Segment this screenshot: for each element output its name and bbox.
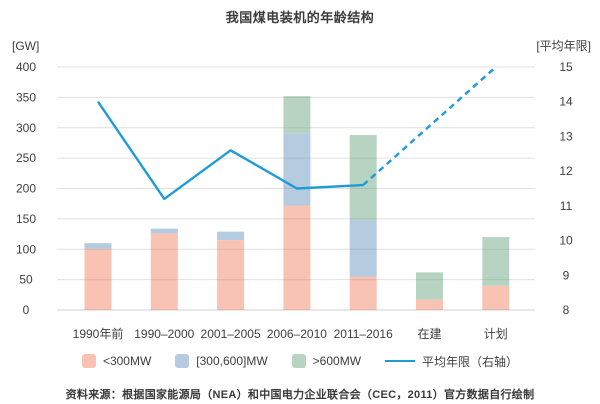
x-axis-label: 2006–2010 — [267, 327, 327, 341]
right-axis-tick-label: 15 — [559, 60, 573, 74]
right-axis-tick-label: 8 — [563, 303, 570, 317]
left-axis-tick-label: 100 — [16, 242, 36, 256]
x-axis-label: 1990年前 — [73, 326, 124, 341]
right-axis-tick-label: 9 — [563, 268, 570, 282]
right-axis-unit-label: [平均年限] — [536, 39, 591, 53]
average-age-line-dashed — [362, 66, 497, 186]
right-axis-tick-label: 13 — [559, 129, 573, 143]
chart-title: 我国煤电装机的年龄结构 — [225, 10, 375, 25]
bar-segment — [283, 205, 311, 310]
legend-item-300-600: [300,600]MW — [175, 354, 268, 368]
right-axis-tick-label: 14 — [559, 95, 573, 109]
x-axis-label: 2001–2005 — [201, 327, 261, 341]
bar-segment — [482, 285, 510, 310]
legend-swatch-gt600-icon — [291, 354, 306, 368]
legend-item-lt300: <300MW — [81, 354, 152, 368]
left-axis-tick-label: 0 — [23, 303, 30, 317]
coal-power-age-chart: 1990年前 1990–2000 2001–2005 2006–2010 2011–20… — [12, 39, 591, 341]
left-axis-tick-label: 300 — [16, 121, 36, 135]
bar-segment — [416, 299, 443, 310]
right-axis-tick-label: 11 — [560, 199, 573, 213]
legend-swatch-lt300-icon — [81, 354, 96, 368]
left-axis-tick-label: 50 — [19, 273, 33, 287]
legend-label-lt300: <300MW — [102, 354, 152, 368]
left-axis-tick-label: 200 — [16, 182, 36, 196]
bar-segment — [150, 228, 178, 234]
legend: <300MW [300,600]MW >600MW 平均年限（右轴） — [0, 347, 600, 375]
bar-segment — [283, 96, 311, 134]
bar-segment — [84, 248, 112, 310]
right-axis-tick-label: 10 — [559, 234, 573, 248]
left-axis-tick-label: 350 — [16, 90, 36, 104]
legend-swatch-300-600-icon — [175, 354, 190, 368]
bar-segment — [482, 237, 510, 286]
left-axis-tick-label: 150 — [16, 212, 36, 226]
bar-segment — [416, 272, 443, 300]
x-axis-label: 1990–2000 — [134, 327, 194, 341]
x-axis-label: 计划 — [484, 327, 508, 341]
source-note: 资料来源：根据国家能源局（NEA）和中国电力企业联合会（CEC，2011）官方数… — [65, 389, 535, 401]
left-axis-unit-label: [GW] — [12, 39, 39, 53]
legend-item-gt600: >600MW — [291, 354, 362, 368]
x-axis-label: 在建 — [417, 327, 441, 341]
left-axis-tick-label: 400 — [16, 60, 36, 74]
legend-label-300-600: [300,600]MW — [196, 354, 268, 368]
bar-segment — [283, 133, 311, 206]
average-age-line-solid — [97, 101, 364, 201]
x-axis-label: 2011–2016 — [334, 327, 394, 341]
legend-label-average-age: 平均年限（右轴） — [422, 354, 519, 369]
bar-segment — [150, 233, 178, 310]
right-axis-tick-label: 12 — [559, 164, 573, 178]
left-axis-tick-label: 250 — [16, 151, 36, 165]
bar-segment — [349, 276, 377, 310]
bar-segment — [217, 240, 245, 310]
legend-item-average-age: 平均年限（右轴） — [385, 353, 518, 370]
bar-segment — [84, 243, 112, 249]
bar-segment — [349, 220, 377, 277]
bar-segment — [217, 231, 245, 241]
legend-line-icon — [385, 359, 416, 363]
legend-label-gt600: >600MW — [312, 354, 362, 368]
